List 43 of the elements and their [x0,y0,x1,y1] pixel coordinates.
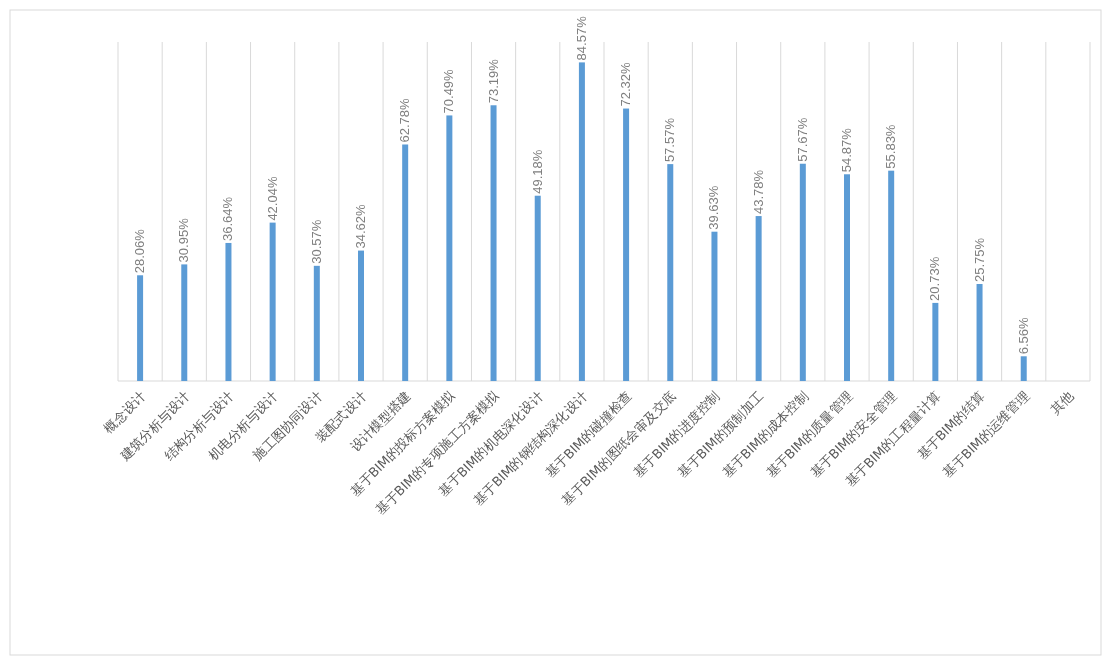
bar [269,222,276,381]
data-label: 73.19% [485,58,501,104]
data-label: 25.75% [971,237,987,282]
data-label: 42.04% [264,176,280,221]
bar [402,144,409,381]
bar [888,170,895,381]
bar [137,275,144,381]
data-label: 62.78% [397,97,413,143]
bar [534,195,541,381]
data-label: 49.18% [529,149,545,194]
data-label: 30.57% [308,219,324,264]
bar [446,115,453,381]
bar [313,265,320,381]
data-label: 6.56% [1015,316,1031,355]
bar [667,164,674,381]
data-label: 34.62% [353,204,368,249]
bar [976,283,983,381]
bar [1020,356,1027,381]
data-label: 20.73% [927,256,943,301]
data-label: 57.67% [794,117,810,162]
data-label: 57.57% [662,117,678,163]
data-label: 30.95% [176,217,192,263]
bar [711,231,718,381]
data-label: 39.63% [706,185,722,230]
bar [844,174,850,381]
bar [490,105,497,381]
bar [932,302,939,381]
bar [755,216,762,381]
bar [358,250,364,381]
data-label: 36.64% [220,196,236,241]
data-label: 55.83% [883,124,899,169]
data-label: 28.06% [132,228,148,274]
bar [799,163,806,381]
bar [181,264,188,381]
bar [623,108,630,381]
data-label: 72.32% [618,62,634,107]
data-label: 54.87% [839,127,854,173]
x-tick-label: 其他 [1047,388,1077,418]
data-label: 43.78% [750,169,766,215]
data-label: 70.49% [441,68,457,114]
bar [225,242,232,381]
data-label: 84.57% [573,15,589,61]
bar [578,62,585,381]
